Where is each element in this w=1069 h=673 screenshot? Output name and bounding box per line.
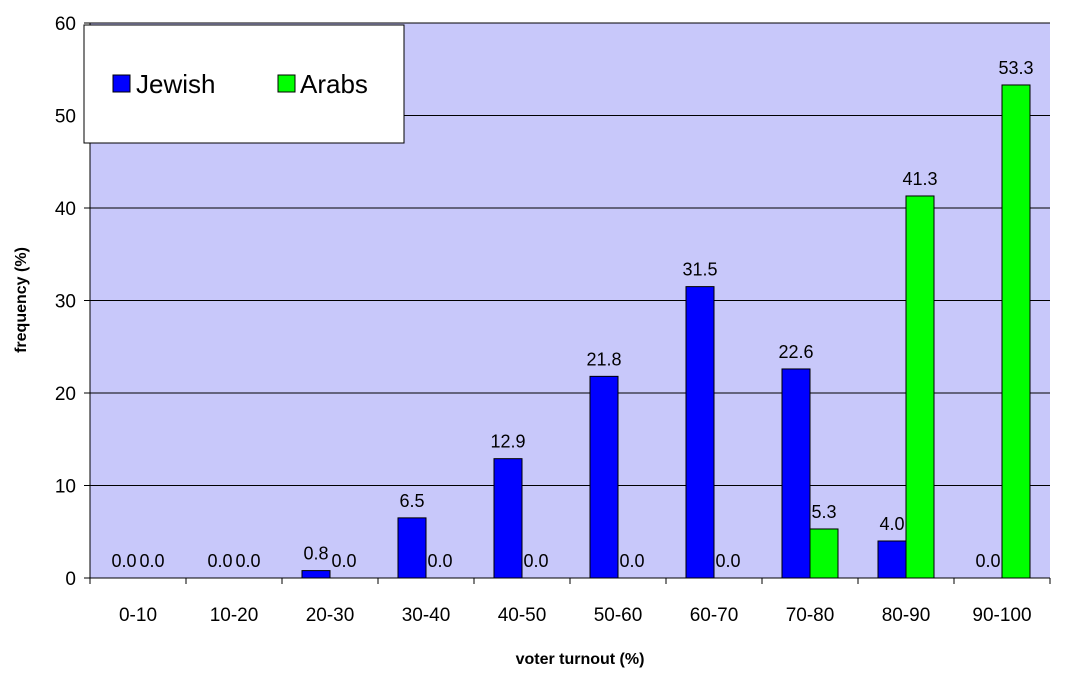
x-tick-label: 80-90 bbox=[882, 605, 931, 626]
bars bbox=[301, 84, 1031, 579]
legend-box bbox=[83, 24, 405, 144]
y-axis-ticks: 0 10 20 30 40 50 60 bbox=[55, 14, 90, 590]
bar-jewish bbox=[493, 458, 523, 579]
bar-jewish bbox=[685, 286, 715, 579]
y-tick-label: 10 bbox=[55, 477, 76, 498]
legend-label-jewish: Jewish bbox=[136, 69, 215, 99]
x-axis-ticks: 0-10 10-20 20-30 30-40 40-50 50-60 60-70 70-80 8… bbox=[89, 578, 1051, 626]
data-label-jewish: 31.5 bbox=[682, 260, 717, 280]
bar-arabs bbox=[1001, 84, 1031, 579]
x-tick-label: 20-30 bbox=[306, 605, 355, 626]
gridlines bbox=[90, 22, 1050, 486]
x-axis-title: voter turnout (%) bbox=[516, 651, 645, 668]
x-tick-label: 40-50 bbox=[498, 605, 547, 626]
data-label-arabs: 41.3 bbox=[902, 169, 937, 189]
bar-jewish bbox=[301, 570, 331, 579]
data-label-jewish: 6.5 bbox=[399, 491, 424, 511]
x-tick-label: 60-70 bbox=[690, 605, 739, 626]
legend: Jewish Arabs bbox=[83, 24, 405, 144]
x-tick-label: 90-100 bbox=[972, 605, 1031, 626]
data-label-arabs: 0.0 bbox=[619, 551, 644, 571]
y-tick-label: 50 bbox=[55, 107, 76, 128]
data-label-jewish: 0.8 bbox=[303, 544, 328, 564]
bar-jewish bbox=[589, 375, 619, 579]
data-label-jewish: 0.0 bbox=[111, 551, 136, 571]
legend-label-arabs: Arabs bbox=[300, 69, 368, 99]
x-tick-label: 70-80 bbox=[786, 605, 835, 626]
y-tick-label: 30 bbox=[55, 292, 76, 313]
data-label-arabs: 0.0 bbox=[427, 551, 452, 571]
data-label-arabs: 0.0 bbox=[523, 551, 548, 571]
data-label-jewish: 4.0 bbox=[879, 514, 904, 534]
y-tick-label: 0 bbox=[65, 569, 76, 590]
bar-arabs bbox=[905, 195, 935, 579]
x-tick-label: 50-60 bbox=[594, 605, 643, 626]
legend-swatch-jewish bbox=[112, 74, 131, 93]
legend-swatch-arabs bbox=[277, 74, 296, 93]
y-tick-label: 40 bbox=[55, 199, 76, 220]
data-label-arabs: 0.0 bbox=[139, 551, 164, 571]
x-tick-label: 10-20 bbox=[210, 605, 259, 626]
data-label-jewish: 0.0 bbox=[975, 551, 1000, 571]
data-label-arabs: 0.0 bbox=[715, 551, 740, 571]
x-tick-label: 0-10 bbox=[119, 605, 157, 626]
data-label-arabs: 53.3 bbox=[998, 58, 1033, 78]
bar-jewish bbox=[781, 368, 811, 579]
y-tick-label: 20 bbox=[55, 384, 76, 405]
data-label-arabs: 5.3 bbox=[811, 502, 836, 522]
bar-jewish bbox=[877, 540, 907, 579]
x-tick-label: 30-40 bbox=[402, 605, 451, 626]
data-label-jewish: 0.0 bbox=[207, 551, 232, 571]
y-axis-title: frequency (%) bbox=[13, 247, 30, 353]
data-label-jewish: 22.6 bbox=[778, 342, 813, 362]
data-label-jewish: 21.8 bbox=[586, 349, 621, 369]
bar-arabs bbox=[809, 528, 839, 579]
y-tick-label: 60 bbox=[55, 14, 76, 35]
data-label-arabs: 0.0 bbox=[331, 551, 356, 571]
data-label-jewish: 12.9 bbox=[490, 432, 525, 452]
bar-jewish bbox=[397, 517, 427, 579]
data-label-arabs: 0.0 bbox=[235, 551, 260, 571]
data-labels: 0.0 0.0 0.86.512.921.831.522.64.00.00.0 0.0… bbox=[111, 58, 1033, 571]
